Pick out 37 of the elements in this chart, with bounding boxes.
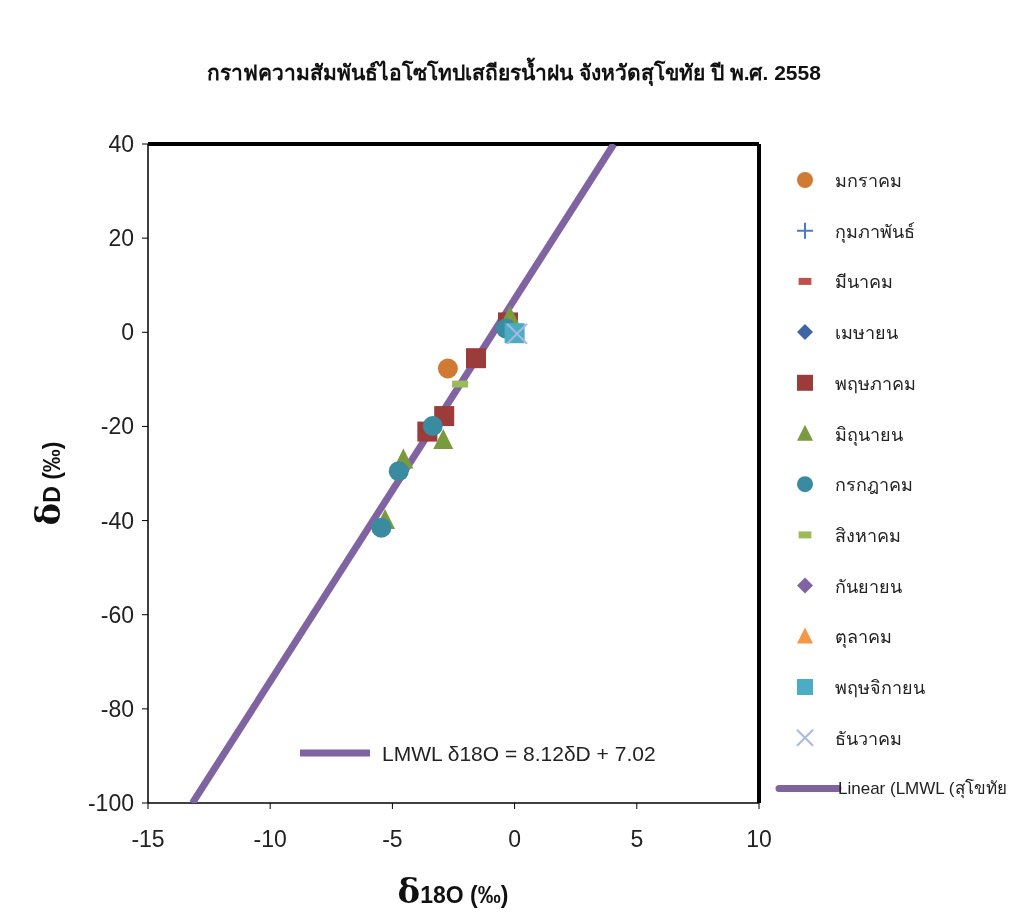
- x-tick-label: -10: [253, 826, 287, 852]
- legend-label: พฤษภาคม: [835, 373, 916, 394]
- x-tick-label: -15: [131, 826, 165, 852]
- legend-label: มกราคม: [835, 171, 902, 191]
- y-tick-label: -100: [87, 790, 134, 816]
- legend-label: Linear (LMWL (สุโขทัย: [838, 778, 1007, 800]
- x-tick-label: 0: [508, 826, 521, 852]
- point: [465, 348, 486, 369]
- annotation: LMWL δ18O = 8.12δD + 7.02: [382, 742, 656, 765]
- x-tick-label: 10: [746, 826, 772, 852]
- legend-label: กันยายน: [835, 576, 902, 597]
- legend-label: ตุลาคม: [835, 627, 892, 649]
- legend-label: พฤษจิกายน: [835, 678, 925, 698]
- y-tick-label: 20: [108, 225, 134, 252]
- legend-label: กรกฎาคม: [835, 475, 913, 496]
- point: [371, 517, 392, 538]
- chart-title: กราฟความสัมพันธ์ไอโซโทปเสถียรน้ำฝน จังหวัดสุโขทัย ปี พ.ศ. 2558: [207, 57, 822, 87]
- x-tick-label: 5: [630, 826, 644, 852]
- y-axis-title: δD (‰): [28, 441, 68, 526]
- y-tick-label: 0: [121, 319, 134, 346]
- x-tick-label: -5: [382, 826, 403, 852]
- legend-label: เมษายน: [835, 323, 898, 344]
- legend-label: ธันวาคม: [835, 728, 902, 749]
- legend-label: มีนาคม: [835, 272, 893, 293]
- point: [388, 461, 409, 482]
- legend-label: กุมภาพันธ์: [835, 221, 915, 243]
- y-tick-label: -60: [100, 601, 134, 628]
- point: [433, 429, 454, 450]
- x-axis-title: δ18O (‰): [397, 871, 509, 911]
- y-tick-label: 40: [108, 131, 134, 157]
- legend-label: มิถุนายน: [835, 424, 903, 446]
- point: [422, 415, 443, 436]
- point: [437, 358, 458, 379]
- y-tick-label: -80: [100, 695, 134, 722]
- y-tick-label: -20: [100, 413, 134, 440]
- legend-label: สิงหาคม: [835, 525, 901, 546]
- y-tick-label: -40: [100, 507, 134, 534]
